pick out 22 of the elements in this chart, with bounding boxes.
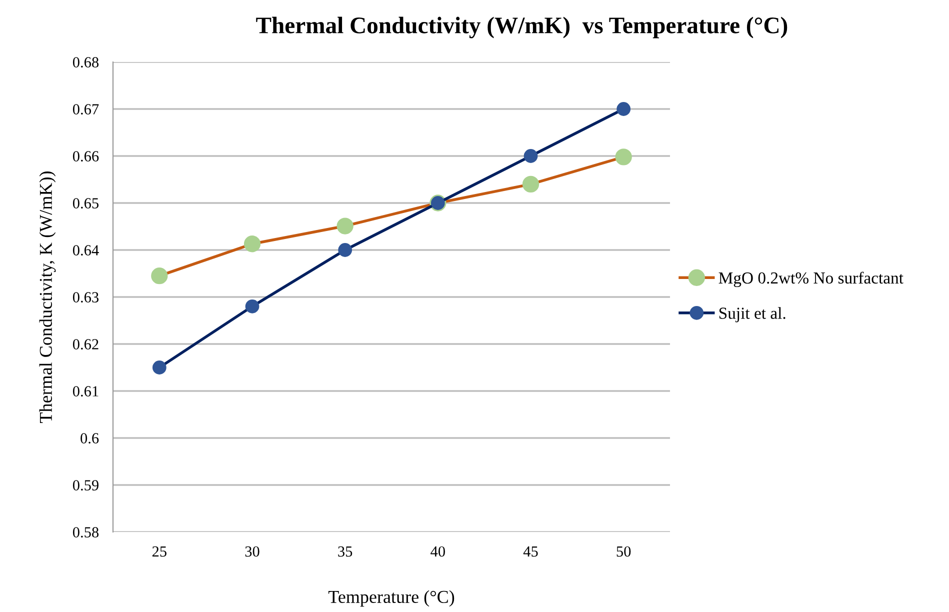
x-tick-label: 25	[152, 546, 166, 557]
x-tick-label: 30	[245, 546, 260, 557]
y-tick-label: 0.64	[72, 245, 99, 256]
x-tick-label: 50	[616, 546, 631, 557]
y-tick-label: 0.67	[72, 104, 99, 115]
y-tick-label: 0.58	[72, 527, 99, 538]
y-tick-label: 0.65	[72, 198, 99, 209]
y-tick-label: 0.6	[80, 433, 99, 444]
x-tick-label: 45	[523, 546, 538, 557]
y-tick-label: 0.59	[72, 480, 98, 491]
legend-label: MgO 0.2wt% No surfactant	[718, 272, 904, 288]
y-axis-title: Thermal Conductivity, K (W/mK))	[39, 172, 56, 423]
y-tick-label: 0.62	[72, 339, 98, 350]
x-tick-label: 40	[430, 546, 445, 557]
x-tick-label: 35	[338, 546, 352, 557]
legend-label: Sujit et al.	[719, 307, 786, 322]
y-tick-label: 0.63	[72, 292, 99, 303]
y-tick-label: 0.61	[72, 386, 98, 397]
y-tick-label: 0.68	[72, 57, 99, 68]
y-tick-label: 0.66	[72, 151, 99, 162]
chart-title: Thermal Conductivity (W/mK) vs Temperature (°C)	[256, 16, 788, 38]
x-axis-title: Temperature (°C)	[328, 590, 454, 607]
